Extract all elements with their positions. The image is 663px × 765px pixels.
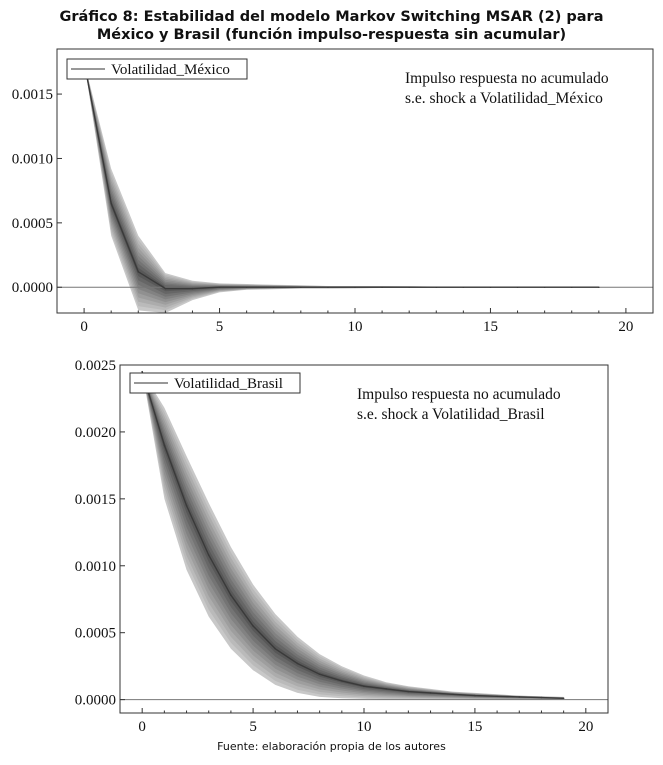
data-point-11 — [381, 286, 383, 289]
x-tick-label: 15 — [467, 719, 482, 735]
data-point-17 — [518, 696, 521, 698]
y-tick-label: 0.0000 — [12, 280, 53, 296]
confidence-band-layer-9 — [142, 371, 564, 699]
data-point-0 — [141, 370, 143, 373]
series-line — [141, 371, 564, 699]
figure-title-line-2: México y Brasil (función impulso-respues… — [96, 27, 567, 43]
data-point-15 — [489, 286, 492, 289]
figure-title: Gráfico 8: Estabilidad del modelo Markov… — [0, 8, 663, 44]
series-line — [83, 61, 599, 290]
data-point-8 — [318, 673, 321, 675]
data-point-13 — [429, 692, 432, 694]
data-point-3 — [164, 287, 167, 290]
x-tick-label: 10 — [348, 319, 363, 335]
data-point-2 — [137, 270, 140, 273]
x-tick-label: 0 — [80, 319, 88, 335]
legend-box — [129, 372, 301, 394]
x-tick-label: 10 — [357, 719, 372, 735]
figure-title-line-1: Gráfico 8: Estabilidad del modelo Markov… — [59, 9, 604, 25]
data-point-5 — [218, 286, 221, 289]
y-tick-label: 0.0005 — [75, 626, 116, 642]
y-tick-label: 0.0010 — [75, 559, 116, 575]
data-point-9 — [327, 286, 329, 289]
legend-label: Volatilidad_Brasil — [174, 376, 283, 392]
data-point-18 — [570, 286, 573, 289]
data-point-16 — [496, 695, 498, 698]
data-point-17 — [543, 286, 546, 289]
x-tick-label: 15 — [483, 319, 498, 335]
data-point-2 — [185, 504, 188, 507]
data-point-7 — [272, 286, 275, 289]
x-tick-label: 5 — [249, 719, 257, 735]
bottom-mask — [0, 313, 663, 354]
bottom-mask — [0, 713, 663, 754]
data-point-6 — [245, 286, 248, 289]
data-point-1 — [110, 202, 112, 205]
data-point-1 — [163, 444, 166, 447]
y-tick-label: 0.0025 — [75, 358, 116, 374]
data-point-15 — [474, 694, 476, 697]
annotation-line-1: Impulso respuesta no acumulado — [405, 70, 609, 87]
y-tick-label: 0.0015 — [12, 87, 53, 103]
confidence-band-layer-9 — [84, 61, 599, 292]
annotation-line-2: s.e. shock a Volatilidad_México — [405, 90, 603, 107]
data-point-14 — [462, 286, 465, 289]
data-point-3 — [207, 554, 210, 556]
data-point-11 — [385, 688, 387, 690]
data-point-13 — [435, 286, 438, 289]
data-point-4 — [191, 287, 194, 290]
data-point-4 — [230, 594, 232, 597]
data-point-18 — [540, 696, 543, 699]
data-point-6 — [274, 647, 277, 650]
y-tick-label: 0.0010 — [12, 151, 53, 167]
data-point-7 — [296, 662, 299, 665]
data-point-19 — [562, 697, 565, 700]
figure-source: Fuente: elaboración propia de los autore… — [217, 740, 446, 753]
legend-box — [66, 58, 248, 80]
x-tick-label: 20 — [618, 319, 633, 335]
annotation-line-2: s.e. shock a Volatilidad_Brasil — [357, 406, 545, 423]
x-tick-label: 5 — [216, 319, 224, 335]
data-point-12 — [408, 286, 410, 289]
data-point-8 — [300, 286, 302, 289]
chart-1: 0 5 10 15 20 0.0000 0.0005 0.0010 0.0015 Volatili… — [0, 48, 663, 354]
data-point-16 — [516, 286, 519, 289]
data-point-12 — [407, 690, 410, 693]
y-tick-label: 0.0005 — [12, 216, 53, 232]
data-point-5 — [252, 625, 254, 627]
data-point-10 — [363, 685, 365, 688]
data-point-9 — [341, 680, 343, 682]
y-tick-label: 0.0000 — [75, 693, 116, 709]
y-tick-label: 0.0020 — [75, 425, 116, 441]
data-point-19 — [598, 286, 600, 289]
chart-2: 0 5 10 15 20 0.0000 0.0005 0.0010 0.0015 0.0020 0.… — [0, 358, 663, 754]
legend-label: Volatilidad_México — [111, 62, 230, 78]
annotation-line-1: Impulso respuesta no acumulado — [357, 386, 561, 403]
confidence-band-layer-8 — [84, 61, 599, 295]
x-tick-label: 0 — [138, 719, 146, 735]
y-tick-label: 0.0015 — [75, 492, 116, 508]
data-point-10 — [354, 286, 356, 289]
data-point-14 — [451, 693, 454, 696]
x-tick-label: 20 — [578, 719, 593, 735]
